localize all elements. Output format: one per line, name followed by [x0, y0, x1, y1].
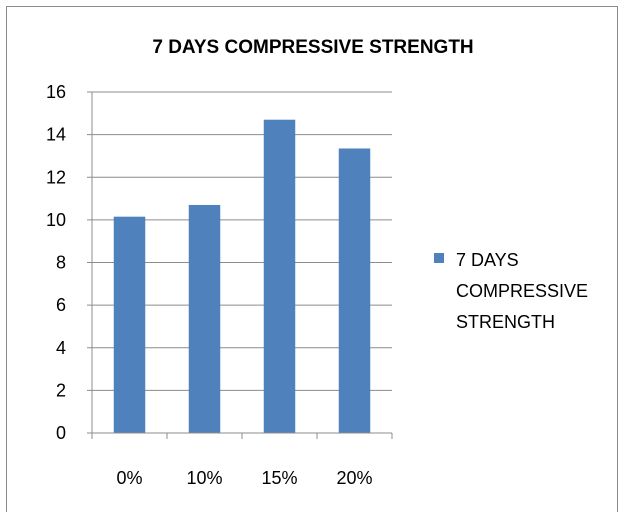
chart-title: 7 DAYS COMPRESSIVE STRENGTH [152, 37, 473, 58]
y-tick-label: 8 [56, 253, 66, 273]
y-tick-labels: 0 2 4 6 8 10 12 14 16 [46, 82, 66, 443]
legend-line-2: COMPRESSIVE [456, 281, 588, 301]
bars [113, 119, 371, 434]
chart-frame [6, 6, 618, 512]
bar-20% [338, 148, 371, 433]
y-tick-label: 10 [46, 210, 66, 230]
y-tick-label: 4 [56, 338, 66, 358]
y-tick-label: 14 [46, 125, 66, 145]
x-tick-label: 10% [186, 468, 222, 488]
y-tick-label: 16 [46, 82, 66, 102]
x-tick-label: 20% [336, 468, 372, 488]
bar-10% [188, 204, 221, 433]
bar-15% [263, 119, 296, 434]
x-tick-label: 15% [261, 468, 297, 488]
y-tick-label: 6 [56, 295, 66, 315]
legend-swatch [434, 253, 444, 263]
y-tick-label: 2 [56, 380, 66, 400]
legend-line-1: 7 DAYS [456, 250, 519, 270]
legend-line-3: STRENGTH [456, 312, 555, 332]
x-tick-label: 0% [116, 468, 142, 488]
y-tick-label: 12 [46, 167, 66, 187]
y-tick-label: 0 [56, 423, 66, 443]
bar-0% [113, 216, 146, 433]
legend: 7 DAYS COMPRESSIVE STRENGTH [434, 250, 588, 332]
axes [91, 92, 393, 439]
x-tick-labels: 0% 10% 15% 20% [116, 468, 372, 488]
